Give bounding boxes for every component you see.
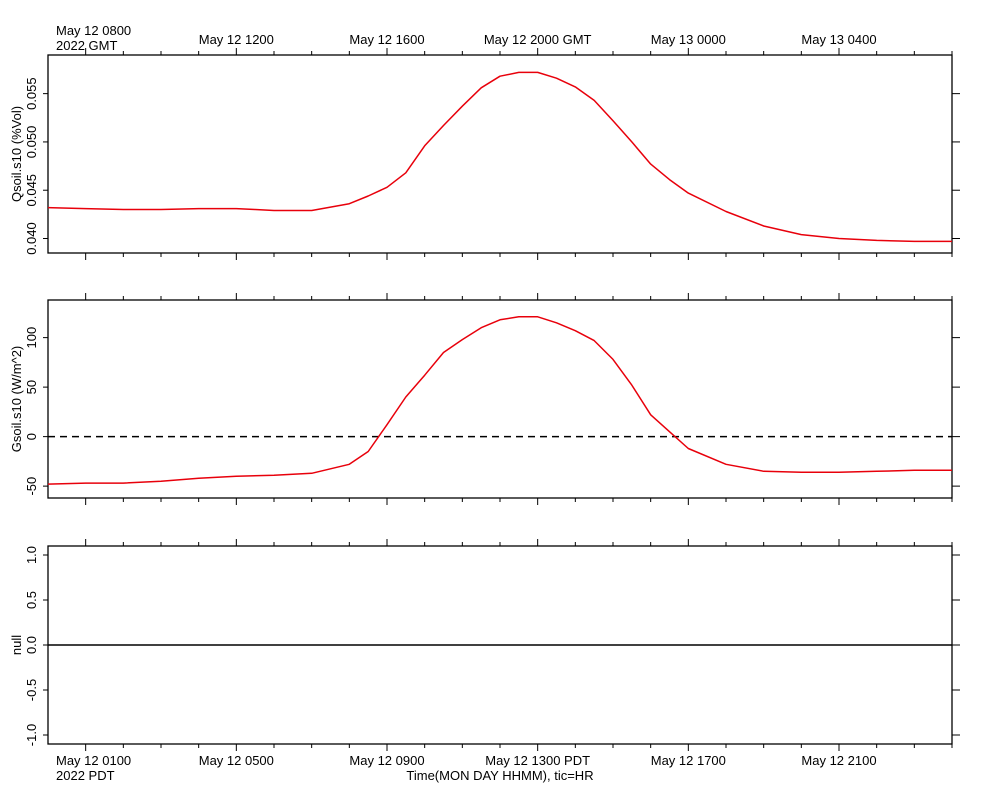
y-tick-label: 0.050 bbox=[24, 126, 39, 159]
y-tick-label: 0.045 bbox=[24, 174, 39, 207]
x-axis-title: Time(MON DAY HHMM), tic=HR bbox=[406, 768, 593, 783]
y-tick-label: 0.040 bbox=[24, 222, 39, 255]
panel-null: -1.0 -0.5 0.0 0.5 1.0 null bbox=[9, 539, 960, 751]
bottom-tick-label: May 12 1700 bbox=[651, 753, 726, 768]
top-time-axis-labels: May 12 0800 2022 GMT May 12 1200 May 12 1… bbox=[56, 23, 877, 53]
top-tick-label: May 12 1600 bbox=[349, 32, 424, 47]
y-tick-label: 100 bbox=[24, 327, 39, 349]
y-tick-label: 1.0 bbox=[24, 546, 39, 564]
top-tick-label: May 12 1200 bbox=[199, 32, 274, 47]
top-tick-label: May 13 0000 bbox=[651, 32, 726, 47]
y-tick-label: 0.5 bbox=[24, 591, 39, 609]
y-axis-label: Qsoil.s10 (%Vol) bbox=[9, 106, 24, 202]
bottom-first-tick-label-line1: May 12 0100 bbox=[56, 753, 131, 768]
y-tick-label: -50 bbox=[24, 477, 39, 496]
bottom-tick-label: May 12 0900 bbox=[349, 753, 424, 768]
top-first-tick-label-line2: 2022 GMT bbox=[56, 38, 117, 53]
y-axis-label: null bbox=[9, 635, 24, 655]
bottom-tick-label: May 12 2100 bbox=[801, 753, 876, 768]
y-tick-label: 0.055 bbox=[24, 77, 39, 110]
top-tick-label: May 12 2000 GMT bbox=[484, 32, 592, 47]
plot-frame bbox=[47, 54, 953, 254]
bottom-first-tick-label-line2: 2022 PDT bbox=[56, 768, 115, 783]
bottom-tick-label: May 12 1300 PDT bbox=[485, 753, 590, 768]
bottom-tick-label: May 12 0500 bbox=[199, 753, 274, 768]
y-tick-label: 0 bbox=[24, 433, 39, 440]
top-tick-label: May 13 0400 bbox=[801, 32, 876, 47]
y-tick-label: -1.0 bbox=[24, 724, 39, 746]
y-tick-label: 50 bbox=[24, 380, 39, 394]
series-line bbox=[47, 316, 952, 485]
plot-frame bbox=[47, 299, 953, 499]
y-tick-label: -0.5 bbox=[24, 679, 39, 701]
series-line bbox=[47, 71, 952, 243]
y-axis-label: Gsoil.s10 (W/m^2) bbox=[9, 346, 24, 453]
bottom-time-axis-labels: May 12 0100 2022 PDT May 12 0500 May 12 0… bbox=[56, 753, 877, 783]
top-first-tick-label-line1: May 12 0800 bbox=[56, 23, 131, 38]
y-tick-label: 0.0 bbox=[24, 636, 39, 654]
